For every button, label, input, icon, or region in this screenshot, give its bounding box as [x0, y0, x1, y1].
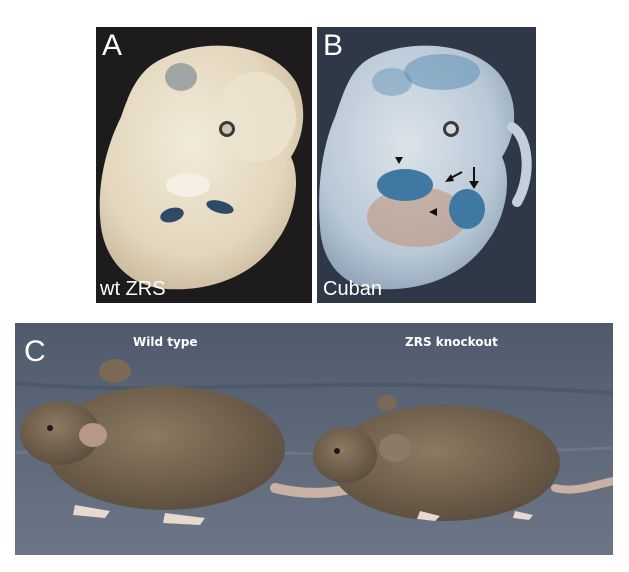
- panel-letter-a: A: [102, 29, 123, 62]
- panel-b-caption: Cuban: [323, 278, 382, 300]
- paw: [73, 505, 110, 518]
- cuban-embryo-image: [319, 45, 532, 290]
- posterior-limb-stain: [449, 189, 485, 229]
- zrs-knockout-label: ZRS knockout: [405, 335, 498, 349]
- head-bulge: [216, 72, 296, 162]
- posterior-limb-stain-left: [160, 207, 184, 223]
- ear: [379, 434, 411, 462]
- paw: [513, 511, 533, 520]
- panel-letter-c: C: [24, 335, 46, 368]
- paw: [163, 513, 205, 525]
- arrowhead-marker: [395, 157, 403, 164]
- paw: [417, 511, 440, 521]
- head: [313, 427, 377, 483]
- mice-photo: [15, 323, 613, 555]
- head: [20, 401, 100, 465]
- ear: [99, 359, 131, 383]
- panel-b-embryo-cuban: B Cuban: [317, 27, 536, 303]
- forebrain-stain: [165, 63, 197, 91]
- ear: [79, 423, 107, 447]
- wild-type-embryo-image: [99, 45, 304, 290]
- ear: [377, 395, 397, 411]
- zrs-knockout-mouse: [313, 395, 613, 521]
- panel-c-mice: C Wild type ZRS knockout: [15, 323, 613, 555]
- anterior-limb-stain: [377, 169, 433, 201]
- tail: [551, 477, 613, 494]
- tail: [507, 122, 532, 207]
- eye: [47, 425, 53, 431]
- eye: [334, 448, 340, 454]
- midbrain-stain: [372, 68, 412, 96]
- panel-a-caption: wt ZRS: [100, 278, 166, 300]
- body: [330, 405, 560, 521]
- wild-type-label: Wild type: [133, 335, 198, 349]
- panel-letter-b: B: [323, 29, 344, 62]
- body-reddish-tint: [367, 187, 467, 247]
- panel-a-embryo-wild-type: A wt ZRS: [96, 27, 312, 303]
- forebrain-stain: [404, 54, 480, 90]
- body: [45, 386, 285, 510]
- limb-bud-highlight: [166, 173, 210, 197]
- arrowhead-marker: [429, 208, 437, 216]
- posterior-limb-stain-right: [206, 200, 234, 214]
